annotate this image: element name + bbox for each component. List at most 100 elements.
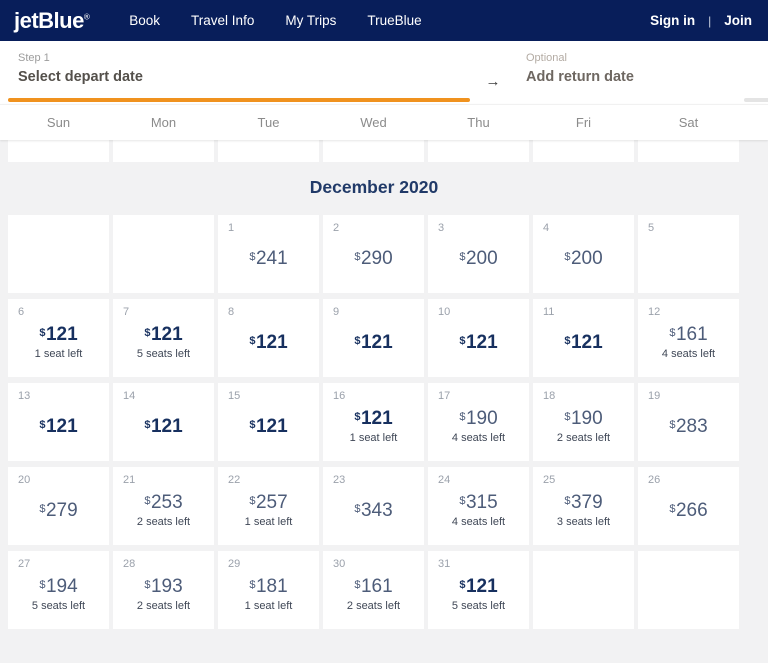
calendar-day-cell[interactable]: 15 $121: [218, 383, 319, 461]
day-number: 20: [18, 474, 31, 486]
fare-block: $161 2 seats left: [323, 570, 424, 629]
calendar-day-cell[interactable]: 13 $121: [8, 383, 109, 461]
jetblue-logo[interactable]: jetBlue®: [14, 9, 90, 32]
step-depart-date-tab[interactable]: Step 1 Select depart date: [8, 41, 470, 104]
fare-amount: 379: [570, 492, 603, 513]
day-number: 5: [648, 222, 655, 234]
fare-price: $121: [459, 333, 497, 352]
currency-symbol: $: [354, 579, 361, 591]
fare-price: $121: [144, 417, 182, 436]
fare-price: $279: [39, 501, 77, 520]
calendar-day-cell[interactable]: 31 $121 5 seats left: [428, 551, 529, 629]
day-number: 17: [438, 390, 451, 402]
calendar-day-cell: [113, 215, 214, 293]
calendar-day-cell[interactable]: 12 $161 4 seats left: [638, 299, 739, 377]
currency-symbol: $: [39, 579, 46, 591]
join-link[interactable]: Join: [724, 13, 752, 28]
currency-symbol: $: [564, 251, 571, 263]
currency-symbol: $: [354, 503, 361, 515]
calendar-day-cell[interactable]: 22 $257 1 seat left: [218, 467, 319, 545]
fare-block: $241: [218, 234, 319, 293]
nav-item-my-trips[interactable]: My Trips: [285, 13, 337, 28]
fare-price: $283: [669, 417, 707, 436]
calendar-day-cell[interactable]: 1 $241: [218, 215, 319, 293]
calendar-day-cell[interactable]: 6 $121 1 seat left: [8, 299, 109, 377]
day-number: 3: [438, 222, 445, 234]
calendar-day-cell[interactable]: 8 $121: [218, 299, 319, 377]
fare-price: $315: [459, 493, 497, 512]
calendar-day-cell[interactable]: 16 $121 1 seat left: [323, 383, 424, 461]
currency-symbol: $: [459, 411, 466, 423]
day-number: 9: [333, 306, 340, 318]
fare-price: $121: [249, 417, 287, 436]
calendar-day-cell[interactable]: 27 $194 5 seats left: [8, 551, 109, 629]
inactive-step-underline-stub: [744, 98, 768, 102]
calendar-day-cell[interactable]: 17 $190 4 seats left: [428, 383, 529, 461]
calendar-day-cell[interactable]: 21 $253 2 seats left: [113, 467, 214, 545]
currency-symbol: $: [249, 495, 256, 507]
partial-day-cell: [533, 140, 634, 162]
day-number: 7: [123, 306, 130, 318]
fare-price: $121: [39, 325, 77, 344]
day-number: 12: [648, 306, 661, 318]
calendar-day-cell[interactable]: 30 $161 2 seats left: [323, 551, 424, 629]
fare-price: $181: [249, 577, 287, 596]
fare-block: $121: [533, 318, 634, 377]
weekday-sun: Sun: [46, 115, 71, 130]
calendar-day-cell[interactable]: 3 $200: [428, 215, 529, 293]
fare-block: $121: [113, 402, 214, 461]
day-number: 26: [648, 474, 661, 486]
calendar-day-cell[interactable]: 9 $121: [323, 299, 424, 377]
fare-price: $121: [249, 333, 287, 352]
fare-amount: 121: [150, 416, 183, 437]
step-return-date-tab[interactable]: Optional Add return date: [516, 41, 768, 104]
step-depart-label: Select depart date: [18, 69, 143, 85]
fare-amount: 121: [465, 576, 498, 597]
sign-in-link[interactable]: Sign in: [650, 13, 696, 28]
fare-block: $121 1 seat left: [323, 402, 424, 461]
currency-symbol: $: [564, 411, 571, 423]
calendar-day-cell: [638, 551, 739, 629]
calendar-day-cell[interactable]: 23 $343: [323, 467, 424, 545]
calendar-day-cell[interactable]: 20 $279: [8, 467, 109, 545]
calendar-day-cell[interactable]: 11 $121: [533, 299, 634, 377]
day-number: 24: [438, 474, 451, 486]
calendar-day-cell[interactable]: 29 $181 1 seat left: [218, 551, 319, 629]
calendar-day-cell[interactable]: 14 $121: [113, 383, 214, 461]
partial-day-cell: [8, 140, 109, 162]
calendar-day-cell[interactable]: 25 $379 3 seats left: [533, 467, 634, 545]
currency-symbol: $: [144, 579, 151, 591]
weekday-tue: Tue: [257, 115, 280, 130]
calendar-day-cell[interactable]: 2 $290: [323, 215, 424, 293]
calendar-day-cell[interactable]: 26 $266: [638, 467, 739, 545]
nav-item-travel-info[interactable]: Travel Info: [191, 13, 255, 28]
previous-month-partial-row: [0, 140, 768, 162]
calendar-day-cell[interactable]: 18 $190 2 seats left: [533, 383, 634, 461]
calendar-day-cell[interactable]: 7 $121 5 seats left: [113, 299, 214, 377]
fare-amount: 121: [570, 332, 603, 353]
currency-symbol: $: [564, 335, 571, 347]
fare-amount: 200: [570, 248, 603, 269]
day-number: 31: [438, 558, 451, 570]
weekday-header-row: Sun Mon Tue Wed Thu Fri Sat: [0, 104, 768, 140]
partial-day-cell: [323, 140, 424, 162]
fare-block: $121 1 seat left: [8, 318, 109, 377]
nav-item-trueblue[interactable]: TrueBlue: [367, 13, 422, 28]
fare-price: $161: [669, 325, 707, 344]
nav-item-book[interactable]: Book: [129, 13, 161, 28]
day-number: 1: [228, 222, 235, 234]
seats-left-note: 1 seat left: [34, 348, 83, 360]
seats-left-note: 2 seats left: [136, 516, 191, 528]
partial-day-cell: [428, 140, 529, 162]
currency-symbol: $: [354, 335, 361, 347]
top-navigation-bar: jetBlue® Book Travel Info My Trips TrueB…: [0, 0, 768, 41]
calendar-day-cell[interactable]: 10 $121: [428, 299, 529, 377]
seats-left-note: 1 seat left: [244, 516, 293, 528]
fare-amount: 121: [45, 416, 78, 437]
fare-amount: 121: [360, 332, 393, 353]
calendar-day-cell[interactable]: 24 $315 4 seats left: [428, 467, 529, 545]
calendar-day-cell[interactable]: 4 $200: [533, 215, 634, 293]
calendar-day-cell[interactable]: 28 $193 2 seats left: [113, 551, 214, 629]
fare-amount: 200: [465, 248, 498, 269]
calendar-day-cell[interactable]: 19 $283: [638, 383, 739, 461]
